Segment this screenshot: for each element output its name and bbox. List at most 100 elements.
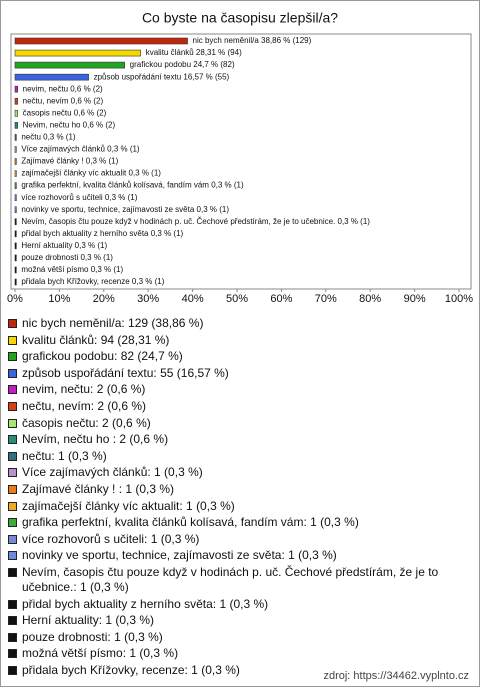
bar [14, 49, 141, 57]
bar-label: Herní aktuality 0,3 % (1) [21, 241, 107, 250]
x-tick-label: 50% [226, 293, 248, 305]
bar-label: novinky ve sportu, technice, zajímavosti… [21, 205, 229, 214]
legend-item: časopis nečtu: 2 (0,6 %) [8, 416, 470, 431]
bar [14, 242, 17, 250]
legend-label: novinky ve sportu, technice, zajímavosti… [22, 548, 337, 563]
x-tick-label: 30% [137, 293, 159, 305]
legend-item: Zajímavé články ! : 1 (0,3 %) [8, 482, 470, 497]
legend-swatch [8, 567, 17, 577]
legend-swatch [8, 319, 17, 328]
legend-label: způsob uspořádání textu: 55 (16,57 %) [22, 365, 229, 380]
bar [14, 146, 17, 153]
bar [14, 97, 18, 105]
legend-item: Nevím, nečtu ho : 2 (0,6 %) [8, 432, 470, 447]
legend-swatch [8, 335, 17, 345]
legend-label: nevim, nečtu: 2 (0,6 %) [22, 382, 146, 397]
legend-swatch [8, 534, 17, 544]
legend: nic bych neměnil/a: 129 (38,86 %) kvalitu… [8, 316, 470, 679]
bar-label: přidala bych Křížovky, recenze 0,3 % (1) [21, 277, 164, 286]
legend-swatch [8, 385, 17, 395]
bar-label: grafika perfektní, kvalita článků kolísa… [21, 181, 244, 190]
legend-swatch [8, 599, 17, 609]
legend-item: nečtu, nevím: 2 (0,6 %) [8, 399, 470, 414]
legend-swatch [8, 501, 17, 511]
legend-swatch [8, 418, 17, 428]
chart: Co byste na časopisu zlepšil/a? 0% 10% 20%… [7, 10, 473, 305]
legend-label: Nevím, časopis čtu pouze když v hodinách… [22, 564, 439, 594]
bar [14, 194, 17, 201]
bar-label: zajímačejší články víc aktualit 0,3 % (1… [21, 169, 161, 178]
legend-label: Více zajímavých článků: 1 (0,3 %) [22, 465, 203, 480]
legend-swatch [8, 368, 17, 378]
x-tick-label: 60% [270, 293, 292, 305]
legend-label: časopis nečtu: 2 (0,6 %) [22, 415, 151, 430]
legend-swatch [8, 665, 17, 675]
legend-swatch [8, 468, 17, 478]
bar [14, 158, 17, 165]
legend-item: způsob uspořádání textu: 55 (16,57 %) [8, 366, 470, 381]
bar [14, 218, 17, 226]
bar-label: nečtu 0,3 % (1) [21, 133, 76, 142]
bar [14, 278, 17, 286]
chart-title: Co byste na časopisu zlepšil/a? [142, 10, 338, 26]
legend-swatch [8, 632, 17, 642]
bar [14, 110, 18, 117]
bar [14, 85, 18, 93]
bar-label: nic bych neměnil/a 38,86 % (129) [193, 36, 312, 45]
source: zdroj: https://34462.vyplnto.cz [323, 670, 469, 682]
bar [14, 134, 17, 141]
x-tick-label: 40% [182, 293, 204, 305]
legend-swatch [8, 616, 17, 626]
legend-swatch [8, 518, 17, 528]
x-tick-label: 70% [315, 293, 337, 305]
legend-label: grafika perfektní, kvalita článků kolísa… [22, 515, 359, 530]
legend-label: zajímačejší články víc aktualit: 1 (0,3 … [22, 498, 235, 513]
legend-label: pouze drobnosti: 1 (0,3 %) [22, 629, 163, 644]
bar-label: způsob uspořádání textu 16,57 % (55) [94, 72, 230, 81]
legend-label: Nevím, nečtu ho : 2 (0,6 %) [22, 432, 169, 447]
bar [14, 266, 17, 274]
x-tick-label: 20% [93, 293, 115, 305]
legend-item: Více zajímavých článků: 1 (0,3 %) [8, 465, 470, 480]
legend-label: přidal bych aktuality z herního světa: 1… [22, 596, 269, 611]
bar [14, 37, 188, 45]
legend-item: možná větší písmo: 1 (0,3 %) [8, 646, 470, 661]
legend-label: Zajímavé články ! : 1 (0,3 %) [22, 481, 175, 496]
bar-label: kvalitu článků 28,31 % (94) [146, 48, 242, 57]
legend-label: grafickou podobu: 82 (24,7 %) [22, 349, 183, 364]
bar [14, 122, 18, 129]
legend-item: grafickou podobu: 82 (24,7 %) [8, 349, 470, 364]
legend-item: zajímačejší články víc aktualit: 1 (0,3 … [8, 499, 470, 514]
bar [14, 206, 17, 213]
bar-label: grafickou podobu 24,7 % (82) [130, 60, 235, 69]
legend-item: nic bych neměnil/a: 129 (38,86 %) [8, 316, 470, 331]
legend-item: nečtu: 1 (0,3 %) [8, 449, 470, 464]
bar-label: pouze drobnosti 0,3 % (1) [21, 253, 113, 262]
legend-item: přidal bych aktuality z herního světa: 1… [8, 597, 470, 612]
bar-label: Nevim, nečtu ho 0,6 % (2) [23, 120, 116, 129]
legend-label: nečtu, nevím: 2 (0,6 %) [22, 398, 147, 413]
legend-swatch [8, 401, 17, 411]
x-tick-label: 10% [48, 293, 70, 305]
legend-label: nic bych neměnil/a: 129 (38,86 %) [22, 316, 204, 330]
x-tick-label: 90% [404, 293, 426, 305]
bar-label: možná větší písmo 0,3 % (1) [21, 265, 123, 274]
legend-item: přidala bych Křížovky, recenze: 1 (0,3 %… [8, 663, 470, 678]
bar-label: nečtu, nevím 0,6 % (2) [23, 96, 104, 105]
legend-label: přidala bych Křížovky, recenze: 1 (0,3 %… [22, 662, 240, 677]
bar [14, 254, 17, 262]
legend-swatch [8, 649, 17, 659]
legend-item: Nevím, časopis čtu pouze když v hodinách… [8, 565, 470, 595]
x-tick-label: 0% [7, 293, 23, 305]
legend-item: kvalitu článků: 94 (28,31 %) [8, 333, 470, 348]
bar-label: více rozhovorů s učiteli 0,3 % (1) [21, 193, 137, 202]
legend-item: více rozhovorů s učiteli: 1 (0,3 %) [8, 532, 470, 547]
legend-swatch [8, 435, 17, 445]
legend-label: Herní aktuality: 1 (0,3 %) [22, 613, 155, 628]
legend-swatch [8, 551, 17, 561]
bar-label: časopis nečtu 0,6 % (2) [23, 108, 107, 117]
legend-swatch [8, 451, 17, 461]
x-tick-label: 80% [359, 293, 381, 305]
bar [14, 61, 125, 69]
